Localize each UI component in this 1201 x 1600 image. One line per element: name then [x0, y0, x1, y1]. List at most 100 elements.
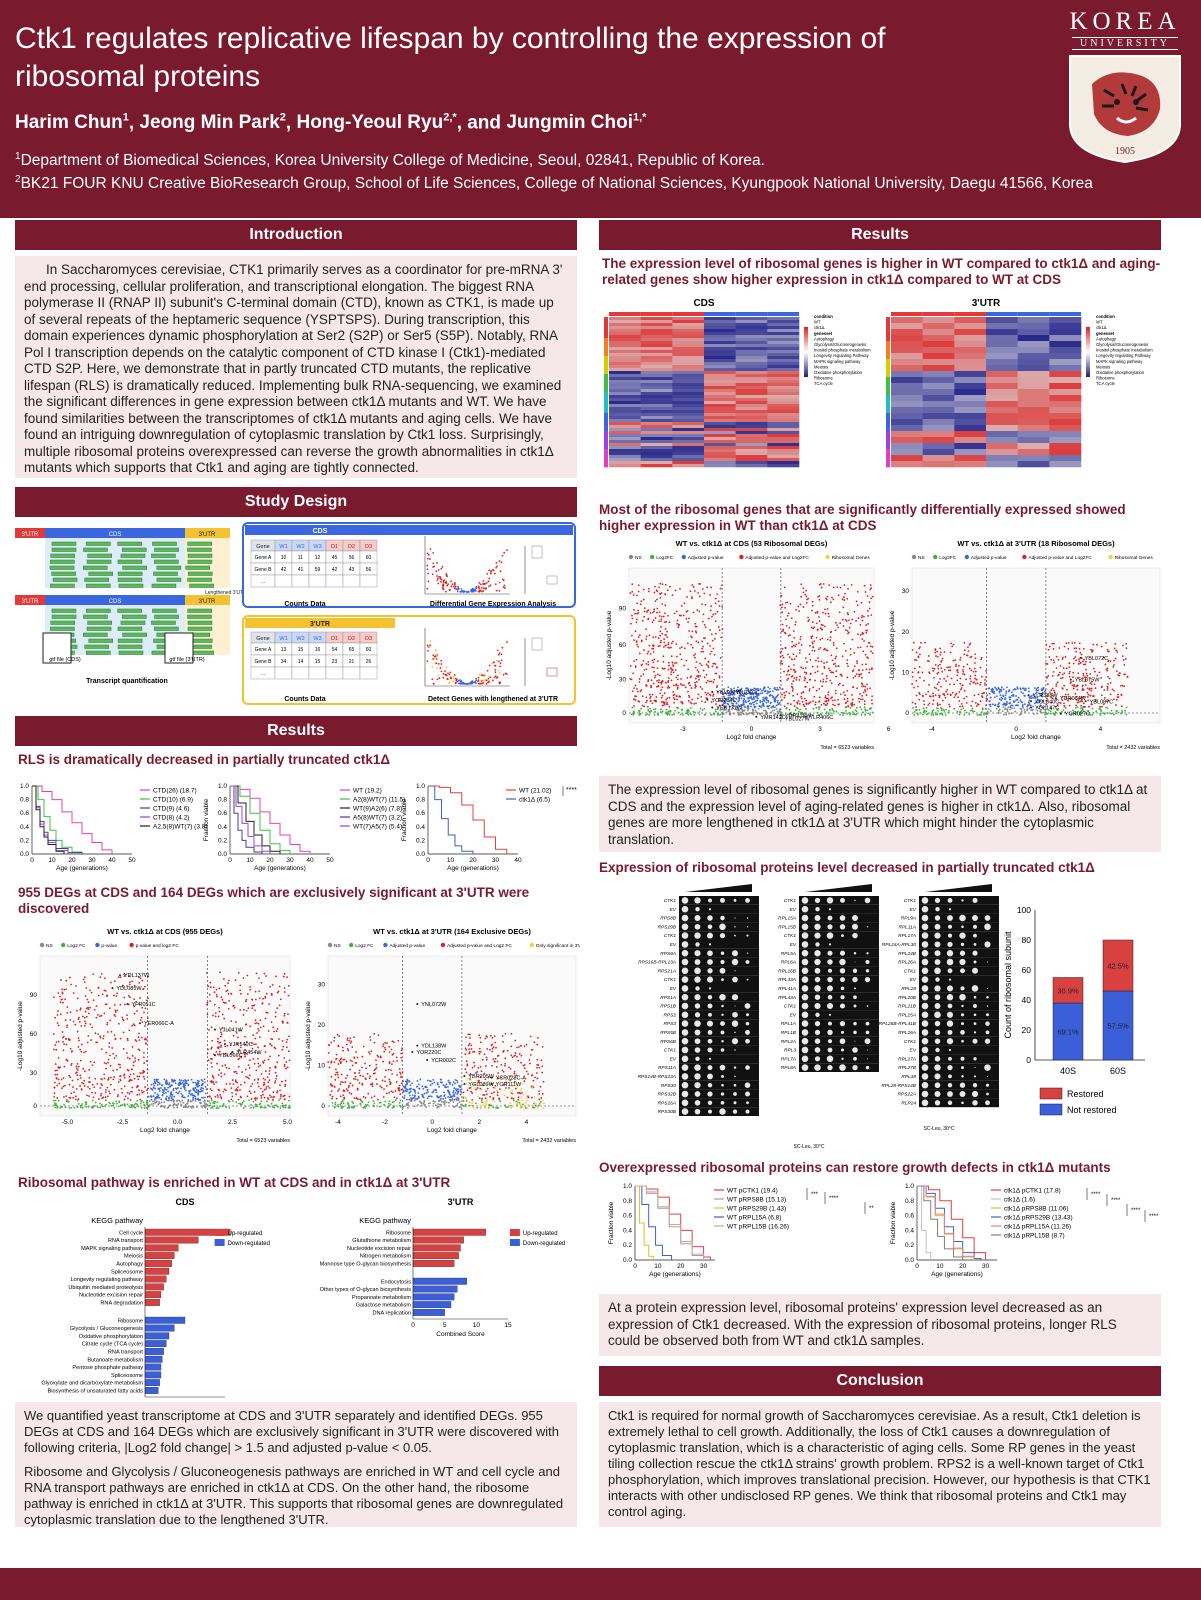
volcano-point	[69, 1097, 72, 1099]
volcano-point	[480, 1070, 483, 1073]
volcano-point	[506, 549, 508, 552]
volcano-point	[172, 1089, 175, 1092]
volcano-point	[212, 986, 215, 989]
volcano-point	[128, 983, 131, 986]
volcano-point	[722, 699, 725, 702]
geneset-bar	[604, 371, 608, 375]
geneset-bar	[604, 425, 608, 429]
volcano-point	[216, 1040, 219, 1043]
volcano-point	[184, 1089, 187, 1092]
volcano-point	[750, 695, 752, 698]
volcano-point	[490, 1104, 493, 1107]
volcano-point	[254, 998, 257, 1001]
volcano-point	[643, 669, 646, 671]
volcano-point	[257, 1029, 260, 1032]
volcano-point	[814, 701, 817, 704]
heatmap-cell	[735, 458, 768, 462]
volcano-point	[370, 1050, 373, 1053]
gene-point	[139, 1022, 141, 1025]
volcano-point	[255, 1043, 257, 1046]
volcano-point	[456, 1081, 459, 1084]
volcano-point	[365, 1105, 367, 1108]
legend-label: NS	[46, 943, 53, 949]
heatmap-utr: 3'UTRconditionWTctk1ΔgenessetAutophagyGl…	[886, 298, 1153, 468]
legend-label: Up-regulated	[228, 1231, 263, 1237]
volcano-point	[723, 688, 725, 691]
volcano-point	[365, 1078, 367, 1081]
volcano-point	[239, 992, 242, 995]
volcano-point	[145, 1106, 148, 1109]
volcano-point	[128, 1079, 131, 1082]
volcano-point	[204, 1105, 206, 1108]
volcano-point	[790, 617, 793, 620]
volcano-point	[523, 1080, 526, 1083]
volcano-point	[694, 681, 696, 684]
heatmap-cds: CDSconditionWTctk1ΔgenessetAutophagyGlyc…	[604, 298, 871, 468]
volcano-point	[640, 675, 642, 678]
volcano-point	[781, 611, 784, 614]
volcano-point	[505, 1081, 507, 1084]
heatmap-cell	[1049, 419, 1082, 426]
volcano-point	[178, 1090, 181, 1093]
volcano-point	[781, 713, 784, 716]
volcano-point	[536, 1066, 538, 1069]
heatmap-cell	[767, 464, 800, 468]
volcano-point	[64, 1106, 67, 1109]
volcano-point	[88, 1012, 90, 1015]
heatmap-cell	[1017, 317, 1050, 324]
volcano-point	[500, 1076, 503, 1079]
volcano-point	[736, 711, 739, 714]
volcano-point	[761, 692, 764, 694]
volcano-point	[844, 592, 846, 595]
volcano-point	[702, 650, 705, 653]
volcano-point	[113, 1034, 116, 1037]
volcano-point	[499, 570, 502, 573]
volcano-point	[121, 985, 124, 988]
volcano-point	[257, 1062, 260, 1065]
read-segment	[187, 614, 212, 619]
volcano-point	[200, 1079, 203, 1081]
legend-label: Glycolysis/Gluconeogenesis	[1096, 342, 1148, 347]
volcano-point	[870, 597, 873, 600]
volcano-point	[845, 620, 848, 622]
volcano-point	[234, 979, 237, 982]
volcano-point	[750, 705, 752, 708]
volcano-point	[95, 1005, 98, 1008]
volcano-point	[516, 1086, 519, 1088]
heatmap-cell	[1017, 389, 1050, 396]
volcano-point	[685, 659, 688, 662]
volcano-point	[784, 632, 787, 635]
volcano-point	[537, 1064, 540, 1066]
volcano-point	[283, 972, 286, 975]
volcano-point	[659, 596, 662, 599]
volcano-point	[814, 671, 817, 674]
volcano-point	[508, 1066, 510, 1069]
volcano-point	[736, 689, 739, 691]
heatmap-cell	[640, 458, 673, 462]
read-segment	[156, 565, 182, 570]
volcano-point	[180, 1104, 183, 1107]
volcano-point	[863, 700, 866, 703]
volcano-point	[442, 1098, 444, 1100]
geneset-bar	[604, 356, 608, 360]
volcano-point	[764, 713, 767, 716]
volcano-point	[70, 1106, 73, 1109]
volcano-point	[146, 1103, 148, 1106]
volcano-point	[135, 1000, 138, 1003]
volcano-point	[827, 667, 830, 670]
volcano-point	[276, 1028, 279, 1030]
legend-label: WT	[814, 320, 821, 325]
volcano-point	[766, 711, 769, 714]
volcano-point	[452, 1091, 454, 1094]
volcano-point	[748, 702, 751, 705]
volcano-point	[239, 1095, 242, 1098]
volcano-point	[676, 678, 679, 681]
volcano-point	[486, 1036, 488, 1038]
volcano-point	[208, 1104, 210, 1107]
volcano-point	[641, 704, 644, 707]
volcano-point	[653, 585, 656, 588]
geneset-bar	[604, 383, 608, 387]
volcano-point	[823, 702, 825, 705]
volcano-point	[462, 1091, 465, 1094]
